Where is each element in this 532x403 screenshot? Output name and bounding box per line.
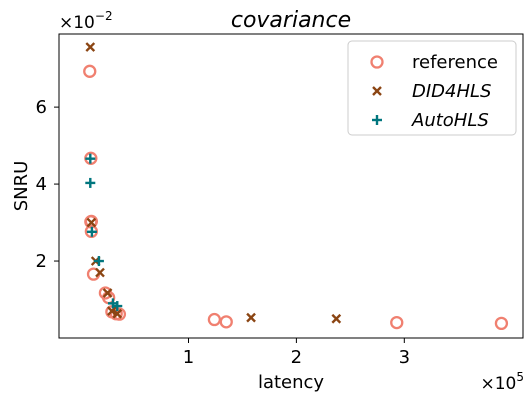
data-point — [95, 267, 105, 278]
data-point — [102, 288, 113, 298]
x-axis-multiplier-base: ×10 — [480, 374, 516, 394]
y-tick-label: 2 — [36, 251, 47, 272]
y-tick-label: 6 — [36, 97, 47, 118]
legend-marker — [370, 55, 384, 69]
x-axis-multiplier-exponent: 5 — [516, 370, 524, 384]
y-axis-multiplier-exponent: −2 — [95, 9, 113, 23]
axis-ticks: 1 2 3 2 4 6 — [36, 97, 410, 368]
data-point — [93, 256, 104, 267]
series-autohls — [85, 153, 123, 312]
legend-marker — [372, 115, 382, 125]
series-reference — [83, 64, 509, 331]
x-tick-label: 2 — [291, 347, 302, 368]
legend: reference DID4HLS AutoHLS — [347, 40, 517, 136]
data-points — [83, 42, 509, 331]
y-axis-multiplier-base: ×10 — [59, 13, 95, 33]
data-point — [219, 315, 233, 329]
legend-label: reference — [412, 52, 498, 73]
x-axis-multiplier: ×105 — [480, 370, 524, 394]
chart-title: covariance — [231, 8, 351, 33]
legend-entry-reference: reference — [370, 52, 498, 73]
legend-marker — [372, 86, 382, 96]
data-point — [86, 217, 97, 228]
data-point — [107, 306, 117, 316]
x-tick-label: 3 — [399, 347, 410, 368]
legend-box — [347, 40, 517, 136]
data-point — [86, 226, 97, 237]
data-point — [246, 312, 256, 323]
data-point — [331, 313, 342, 324]
data-point — [83, 64, 97, 78]
data-point — [85, 177, 96, 188]
legend-entry-autohls: AutoHLS — [372, 110, 489, 131]
legend-label: AutoHLS — [411, 110, 489, 131]
y-axis-label: SNRU — [11, 161, 32, 212]
data-point — [85, 42, 96, 52]
data-point — [207, 312, 222, 327]
plot-frame — [58, 33, 524, 339]
data-point — [390, 315, 404, 330]
x-axis-label: latency — [258, 372, 324, 393]
data-point — [494, 316, 509, 331]
data-point — [85, 153, 96, 164]
x-tick-label: 1 — [183, 347, 194, 368]
data-point — [112, 308, 123, 319]
legend-entry-did4hls: DID4HLS — [372, 81, 491, 102]
data-point — [112, 301, 123, 312]
y-tick-label: 4 — [36, 174, 47, 195]
legend-label: DID4HLS — [412, 81, 491, 102]
y-axis-multiplier: ×10−2 — [59, 9, 113, 33]
